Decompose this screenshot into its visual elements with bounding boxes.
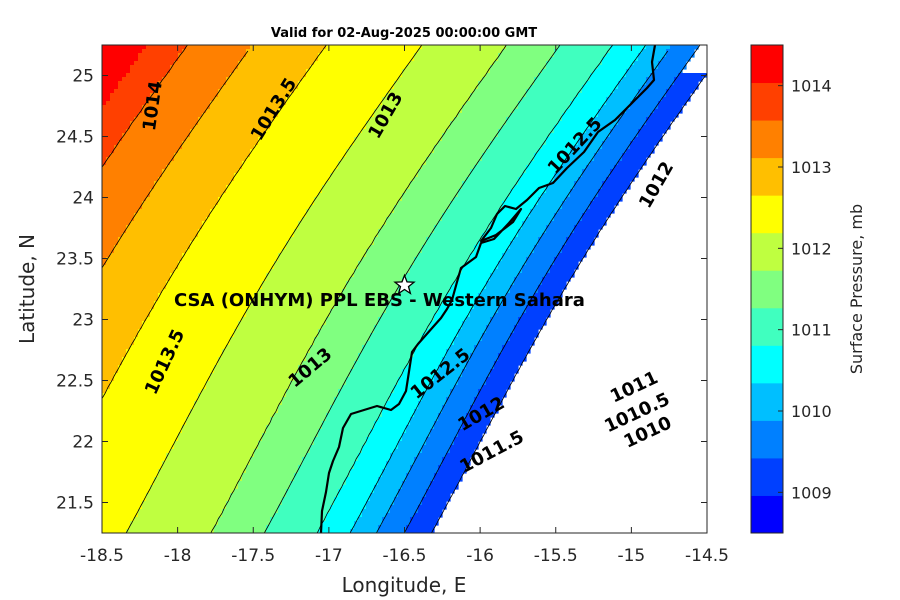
pressure-fill-bands — [102, 45, 707, 533]
x-tick-label: -16.5 — [383, 546, 427, 566]
x-tick-label: -15.5 — [534, 546, 578, 566]
x-tick-label: -16 — [466, 546, 494, 566]
x-tick-label: -15 — [617, 546, 645, 566]
colorbar: 1009 1010 1011 1012 1013 1014 — [751, 45, 832, 534]
site-label: CSA (ONHYM) PPL EBS - Western Sahara — [174, 290, 585, 311]
colorbar-tick-label: 1012 — [791, 239, 832, 258]
colorbar-tick-label: 1009 — [791, 483, 832, 502]
colorbar-segment — [751, 195, 783, 234]
colorbar-segment — [751, 45, 783, 84]
x-tick-label: -18.5 — [80, 546, 124, 566]
colorbar-tick-label: 1011 — [791, 321, 832, 340]
y-tick-label: 22 — [72, 433, 94, 453]
colorbar-tick-label: 1014 — [791, 77, 832, 96]
colorbar-label: Surface Pressure, mb — [847, 204, 866, 374]
y-tick-label: 23 — [72, 311, 94, 331]
y-tick-label: 22.5 — [56, 372, 94, 392]
x-axis-ticks: -18.5 -18 -17.5 -17 -16.5 -16 -15.5 -15 -14.5 — [80, 45, 729, 566]
colorbar-segment — [751, 420, 783, 459]
colorbar-tick-label: 1010 — [791, 402, 832, 421]
colorbar-segment — [751, 307, 783, 346]
colorbar-tick-label: 1013 — [791, 158, 832, 177]
y-tick-label: 23.5 — [56, 250, 94, 270]
colorbar-segment — [751, 345, 783, 384]
colorbar-segment — [751, 232, 783, 271]
colorbar-segment — [751, 495, 783, 534]
y-tick-label: 25 — [72, 67, 94, 87]
x-tick-label: -17.5 — [231, 546, 275, 566]
y-tick-label: 24.5 — [56, 128, 94, 148]
colorbar-segment — [751, 270, 783, 309]
pressure-contour-lines — [102, 45, 707, 533]
y-axis-label: Latitude, N — [15, 234, 39, 344]
y-tick-label: 24 — [72, 189, 94, 209]
x-axis-label: Longitude, E — [342, 573, 467, 597]
colorbar-segment — [751, 157, 783, 196]
colorbar-frame — [750, 44, 784, 534]
x-tick-label: -17 — [315, 546, 343, 566]
colorbar-segment — [751, 382, 783, 421]
x-tick-label: -18 — [164, 546, 192, 566]
plot-area: CSA (ONHYM) PPL EBS - Western Sahara 101… — [102, 45, 707, 533]
isobar-lines — [102, 45, 707, 533]
site-star-marker — [393, 273, 416, 295]
y-tick-label: 21.5 — [56, 494, 94, 514]
x-tick-label: -14.5 — [685, 546, 729, 566]
coastline — [319, 45, 657, 533]
colorbar-segment — [751, 457, 783, 496]
map-title: Valid for 02-Aug-2025 00:00:00 GMT — [271, 26, 537, 41]
y-axis-ticks: 21.5 22 22.5 23 23.5 24 24.5 25 — [56, 67, 707, 514]
colorbar-segment — [751, 82, 783, 121]
colorbar-segment — [751, 120, 783, 159]
